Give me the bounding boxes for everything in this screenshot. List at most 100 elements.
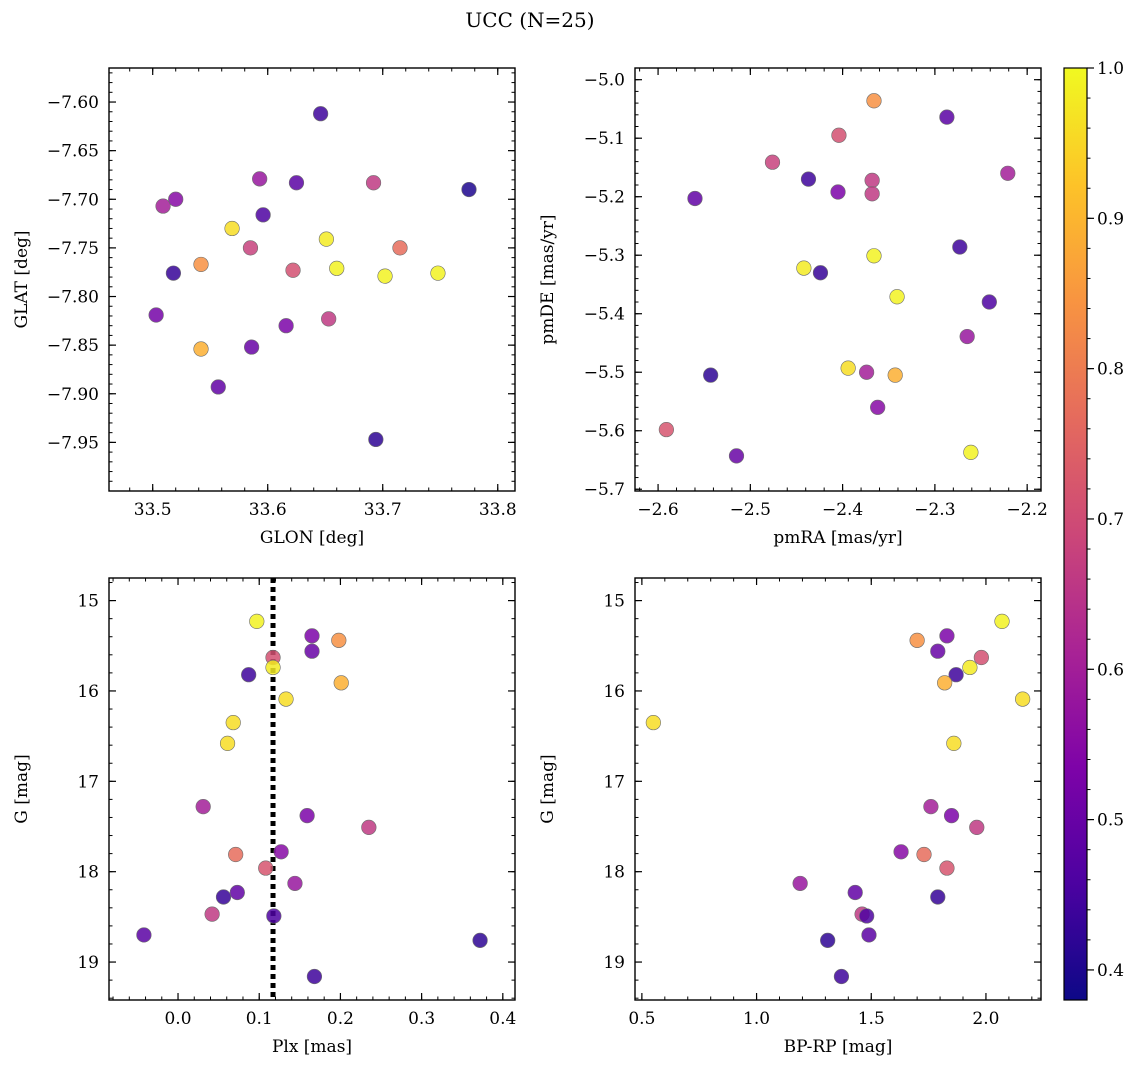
data-point [219,735,236,751]
y-tick-label: 19 [603,953,625,973]
data-point [909,632,925,648]
data-point [948,667,964,683]
data-point [864,186,880,202]
data-point [318,231,334,247]
data-point [430,265,446,281]
y-tick-label: −7.65 [47,142,99,162]
colorbar-tick-label: 0.9 [1097,209,1124,229]
data-point [304,628,320,644]
pmra-pmde-panel: −2.6 −2.5 −2.4 −2.3 −2.2 −5.0 −5.1 −5.2 −5.3 −5.4… [538,67,1048,548]
data-point [472,932,488,948]
data-point [204,906,220,922]
data-point [193,256,209,273]
data-point [833,968,850,985]
x-tick-label: 1.0 [743,1009,770,1029]
data-point [687,190,703,207]
y-tick-label: −7.75 [47,239,99,259]
bprp-g-panel: 0.5 1.0 1.5 2.0 15 16 17 18 19 BP-RP [mag] G [mag] [538,577,1042,1057]
data-point [930,889,946,905]
x-tick-label: 33.6 [249,500,287,520]
y-tick-label: −5.1 [584,129,625,149]
data-point [225,714,241,731]
data-point [658,421,674,438]
y-tick-label: −5.6 [584,422,625,442]
data-point [361,819,377,836]
scatter-panels: 33.5 33.6 33.7 33.8 −7.60 −7.65 −7.70 −7.75 −7.8… [12,67,1048,1057]
data-point [136,927,152,943]
colorbar: 0.4 0.5 0.6 0.7 0.8 0.9 1.0 [1063,59,1124,1001]
data-point [266,908,282,924]
data-point [193,341,209,357]
colorbar-tick-label: 0.8 [1097,360,1124,380]
data-point [866,93,882,109]
x-tick-label: 33.7 [364,500,402,520]
x-tick-label: −2.5 [730,500,771,520]
data-point [273,844,289,860]
data-point [306,968,323,985]
data-point [959,328,975,345]
data-point [313,106,329,122]
data-point [796,260,812,276]
data-point [943,808,960,824]
y-tick-label: −5.3 [584,246,625,266]
data-point [252,171,268,187]
y-tick-label: −7.70 [47,190,99,210]
data-point [973,649,989,666]
data-point [893,844,909,860]
data-point [368,431,384,448]
x-tick-label: 0.3 [408,1009,435,1029]
x-axis-label: pmRA [mas/yr] [773,528,902,548]
data-point [923,799,939,815]
data-point [870,399,886,415]
data-point [847,884,863,901]
data-point [831,127,847,143]
data-point [969,819,985,836]
plx-g-panel: 0.0 0.1 0.2 0.3 0.4 15 16 17 18 19 Plx [mas] G [mag… [12,577,516,1057]
data-point [981,294,997,310]
data-point [321,311,337,327]
data-point [288,175,305,191]
glon-glat-panel: 33.5 33.6 33.7 33.8 −7.60 −7.65 −7.70 −7.75 −7.8… [12,67,517,548]
data-point [645,714,661,731]
y-tick-label: −5.0 [584,71,625,91]
colorbar-tick-label: 0.6 [1097,660,1124,680]
data-point [937,675,953,691]
data-point [365,175,382,191]
data-point [916,846,932,863]
data-point [210,379,226,395]
x-tick-label: −2.4 [822,500,863,520]
data-point [249,613,265,629]
x-tick-label: 0.2 [327,1009,354,1029]
data-point [1015,691,1031,707]
data-point [229,884,245,901]
data-point [242,240,259,256]
x-tick-label: 0.4 [489,1009,516,1029]
data-point [962,659,978,676]
colorbar-tick-label: 0.5 [1097,811,1124,831]
data-point [812,265,829,281]
data-point [265,659,281,676]
data-point [461,181,477,198]
y-tick-label: 19 [77,953,99,973]
axes-frame [108,67,516,492]
data-point [228,846,244,863]
data-point [840,360,856,376]
x-tick-label: 33.8 [479,500,517,520]
x-tick-label: −2.2 [1007,500,1048,520]
data-point [866,248,882,264]
data-point [215,889,232,905]
y-tick-label: −5.2 [584,188,625,208]
data-point [728,448,745,464]
data-point [287,875,303,892]
data-point [859,364,875,380]
data-point [939,109,955,125]
minor-ticks [635,578,1041,1000]
x-tick-label: 1.5 [858,1009,885,1029]
x-tick-label: −2.6 [637,500,678,520]
data-point [820,932,836,948]
x-tick-label: 33.5 [134,500,172,520]
y-tick-label: 18 [603,863,625,883]
y-tick-label: 15 [603,592,625,612]
data-point [392,240,408,256]
